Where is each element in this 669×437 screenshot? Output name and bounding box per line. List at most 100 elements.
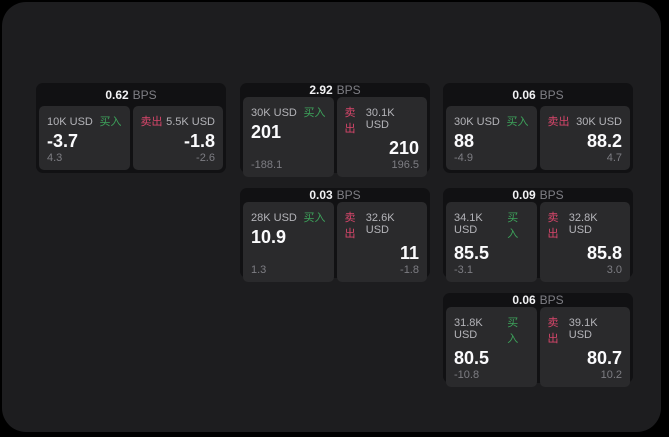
buy-panel[interactable]: 10K USD 买入 -3.7 4.3 [39, 106, 130, 170]
quote-card: 0.62 BPS 10K USD 买入 -3.7 4.3 卖出 5.5K USD… [36, 83, 226, 173]
bps-value: 0.62 [105, 87, 129, 102]
buy-sub-value: -188.1 [251, 158, 283, 171]
sell-price: 11 [399, 243, 419, 263]
buy-price: 10.9 [251, 227, 287, 247]
sell-sub-value: 196.5 [391, 158, 419, 171]
buy-side-label: 买入 [507, 317, 519, 345]
buy-sub-value: -4.9 [454, 152, 473, 164]
buy-label-row: 30K USD 买入 [251, 104, 326, 120]
sell-amount: 30K USD [576, 116, 622, 129]
quote-card: 2.92 BPS 30K USD 买入 201 -188.1 卖出 30.1K … [240, 83, 430, 177]
bps-header: 2.92 BPS [240, 83, 430, 97]
quote-card: 0.06 BPS 31.8K USD 买入 80.5 -10.8 卖出 39.1… [443, 293, 633, 387]
sell-label-row: 卖出 5.5K USD [141, 113, 216, 129]
sell-sub-value: 3.0 [606, 263, 622, 276]
bps-unit-label: BPS [539, 87, 564, 102]
sell-label-row: 卖出 30K USD [548, 113, 623, 129]
sell-label-row: 卖出 30.1K USD [345, 104, 420, 136]
bps-header: 0.06 BPS [443, 293, 633, 307]
quote-card-body: 30K USD 买入 201 -188.1 卖出 30.1K USD 210 1… [240, 97, 430, 180]
buy-label-row: 10K USD 买入 [47, 113, 122, 129]
buy-amount: 10K USD [47, 116, 93, 129]
sell-label-row: 卖出 32.6K USD [345, 209, 420, 241]
sell-amount: 30.1K USD [365, 107, 395, 131]
buy-amount: 28K USD [251, 212, 297, 224]
sell-amount: 32.8K USD [568, 212, 598, 236]
sell-amount: 5.5K USD [166, 116, 215, 129]
sell-price: 88.2 [586, 131, 622, 152]
buy-price: 88 [454, 131, 475, 152]
buy-sub-value: 4.3 [47, 152, 63, 164]
bps-value: 0.06 [512, 293, 536, 307]
buy-panel[interactable]: 30K USD 买入 88 -4.9 [446, 106, 537, 170]
quote-card-body: 10K USD 买入 -3.7 4.3 卖出 5.5K USD -1.8 -2.… [36, 106, 226, 173]
bps-unit-label: BPS [539, 188, 564, 202]
quote-card-body: 28K USD 买入 10.9 1.3 卖出 32.6K USD 11 -1.8 [240, 202, 430, 285]
sell-label-row: 卖出 32.8K USD [548, 209, 623, 241]
sell-panel[interactable]: 卖出 39.1K USD 80.7 10.2 [539, 307, 630, 387]
buy-amount: 31.8K USD [454, 317, 483, 341]
bps-header: 0.09 BPS [443, 188, 633, 202]
sell-amount: 39.1K USD [568, 317, 598, 341]
bps-unit-label: BPS [336, 83, 361, 97]
app-panel: 0.62 BPS 10K USD 买入 -3.7 4.3 卖出 5.5K USD… [2, 2, 661, 432]
quote-card-body: 31.8K USD 买入 80.5 -10.8 卖出 39.1K USD 80.… [443, 307, 633, 390]
buy-sub-value: -10.8 [454, 368, 480, 381]
bps-value: 0.03 [309, 188, 333, 202]
sell-label-row: 卖出 39.1K USD [548, 314, 623, 346]
quote-card: 0.09 BPS 34.1K USD 买入 85.5 -3.1 卖出 32.8K… [443, 188, 633, 282]
buy-side-label: 买入 [506, 116, 529, 129]
bps-unit-label: BPS [539, 293, 564, 307]
buy-panel[interactable]: 34.1K USD 买入 85.5 -3.1 [446, 202, 537, 282]
buy-side-label: 买入 [99, 116, 122, 129]
bps-value: 0.09 [512, 188, 536, 202]
buy-panel[interactable]: 30K USD 买入 201 -188.1 [243, 97, 334, 177]
bps-unit-label: BPS [132, 87, 157, 102]
sell-sub-value: -2.6 [196, 152, 215, 164]
sell-side-label: 卖出 [547, 212, 559, 240]
sell-sub-value: -1.8 [400, 263, 419, 276]
bps-value: 0.06 [512, 87, 536, 102]
bps-value: 2.92 [309, 83, 333, 97]
sell-amount: 32.6K USD [365, 212, 395, 236]
sell-price: -1.8 [183, 131, 215, 152]
sell-side-label: 卖出 [344, 107, 356, 135]
buy-sub-value: 1.3 [251, 263, 267, 276]
quote-card: 0.03 BPS 28K USD 买入 10.9 1.3 卖出 32.6K US… [240, 188, 430, 282]
sell-price: 210 [388, 138, 419, 158]
buy-price: 80.5 [454, 348, 490, 368]
buy-amount: 30K USD [454, 116, 500, 129]
sell-side-label: 卖出 [547, 116, 570, 129]
sell-sub-value: 4.7 [606, 152, 622, 164]
sell-price: 80.7 [586, 348, 622, 368]
buy-price: -3.7 [47, 131, 79, 152]
buy-label-row: 34.1K USD 买入 [454, 209, 529, 241]
buy-amount: 34.1K USD [454, 212, 483, 236]
sell-sub-value: 10.2 [600, 368, 622, 381]
bps-header: 0.03 BPS [240, 188, 430, 202]
sell-price: 85.8 [586, 243, 622, 263]
sell-panel[interactable]: 卖出 5.5K USD -1.8 -2.6 [132, 106, 223, 170]
bps-unit-label: BPS [336, 188, 361, 202]
sell-panel[interactable]: 卖出 32.6K USD 11 -1.8 [336, 202, 427, 282]
sell-panel[interactable]: 卖出 30K USD 88.2 4.7 [539, 106, 630, 170]
quote-card: 0.06 BPS 30K USD 买入 88 -4.9 卖出 30K USD 8… [443, 83, 633, 173]
buy-label-row: 30K USD 买入 [454, 113, 529, 129]
buy-label-row: 28K USD 买入 [251, 209, 326, 225]
buy-side-label: 买入 [303, 212, 326, 224]
buy-panel[interactable]: 31.8K USD 买入 80.5 -10.8 [446, 307, 537, 387]
quote-card-body: 34.1K USD 买入 85.5 -3.1 卖出 32.8K USD 85.8… [443, 202, 633, 285]
sell-side-label: 卖出 [547, 317, 559, 345]
buy-label-row: 31.8K USD 买入 [454, 314, 529, 346]
buy-side-label: 买入 [507, 212, 519, 240]
buy-amount: 30K USD [251, 107, 297, 119]
sell-side-label: 卖出 [344, 212, 356, 240]
buy-price: 85.5 [454, 243, 490, 263]
bps-header: 0.06 BPS [443, 83, 633, 106]
buy-sub-value: -3.1 [454, 263, 473, 276]
sell-panel[interactable]: 卖出 30.1K USD 210 196.5 [336, 97, 427, 177]
buy-side-label: 买入 [303, 107, 326, 119]
sell-panel[interactable]: 卖出 32.8K USD 85.8 3.0 [539, 202, 630, 282]
buy-panel[interactable]: 28K USD 买入 10.9 1.3 [243, 202, 334, 282]
sell-side-label: 卖出 [140, 116, 163, 129]
